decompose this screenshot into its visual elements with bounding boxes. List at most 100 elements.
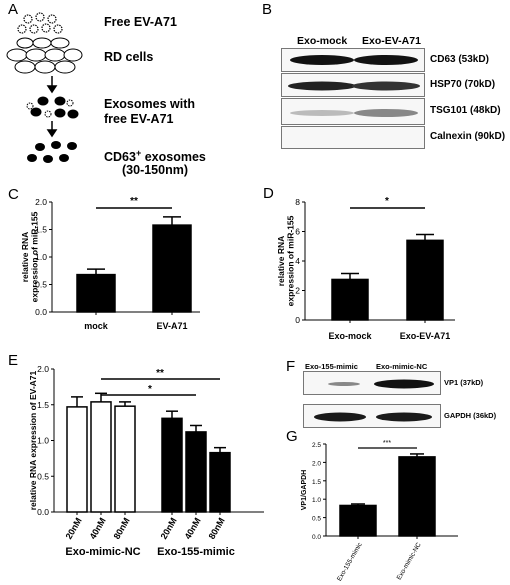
blot-f-band-gapdh [303,404,441,428]
blot-b-band-hsp70 [281,73,425,97]
y-tick-label: 0.5 [35,280,47,290]
chart-c: 0.0 0.5 1.0 1.5 2.0 relative RNAexpression of… [20,196,200,331]
size-range-label: (30-150nm) [122,163,188,177]
panel-letter-c: C [8,186,19,203]
y-tick-label: 8 [295,197,300,207]
y-tick-label: 4 [295,256,300,266]
bar [90,401,112,513]
blot-f-column-1: Exo-155-mimic [305,362,358,371]
y-tick-label: 2.5 [312,442,321,449]
y-tick-label: 0.0 [37,507,49,517]
y-axis-label: relative RNAexpression of miR-155 [276,215,296,306]
schematic-graphic [6,12,83,163]
y-tick-label: 1.0 [37,436,49,446]
significance-marker: ** [130,196,138,207]
y-tick-label: 0 [295,315,300,325]
cd63-exosomes-icon [27,141,77,163]
exosomes-line-2: free EV-A71 [104,112,174,126]
significance-marker: * [148,384,152,395]
group-label-155-mimic: Exo-155-mimic [157,546,235,558]
y-tick-label: 0.5 [312,516,321,523]
y-tick-label: 2.0 [312,460,321,467]
rd-cells-label: RD cells [104,50,154,64]
x-tick-label: EV-A71 [156,321,187,331]
x-tick-label: 80nM [207,516,227,541]
free-virus-label: Free EV-A71 [104,15,177,29]
x-tick-label: mock [84,321,109,331]
y-tick-label: 2.0 [37,364,49,374]
x-tick-label: Exo-mock [328,331,372,341]
x-tick-label: 40nM [88,516,108,541]
y-tick-label: 2.0 [35,197,47,207]
bar [161,417,183,513]
y-axis-label-line: relative RNA [20,232,30,283]
x-tick-label: Exo-EV-A71 [400,331,451,341]
y-axis-label-line: relative RNA [276,236,286,287]
y-tick-label: 1.0 [312,497,321,504]
y-tick-label: 1.5 [35,225,47,235]
bar [209,451,231,513]
bar [114,405,136,513]
significance-marker: ** [156,368,164,379]
x-tick-label: 20nM [159,516,179,541]
cd63-superscript: + [135,148,142,158]
y-tick-label: 0.0 [312,534,321,541]
panel-letter-d: D [263,185,274,202]
panel-letter-f: F [286,358,296,375]
significance-marker: * [385,196,389,207]
group-label-mimic-nc: Exo-mimic-NC [65,546,140,558]
blot-b-band-calnexin [281,126,425,149]
chart-d: 0 2 4 6 8 relative RNAexpression of miR-155 Ex… [276,196,455,341]
cd63-suffix: exosomes [141,150,206,165]
blot-b-band-cd63 [281,48,425,72]
x-tick-label: 40nM [183,516,203,541]
blot-f-label-gapdh: GAPDH (36kD) [444,411,497,420]
y-axis-label-line: expression of miR-155 [30,211,40,302]
arrow-down-icon [46,121,58,138]
y-tick-label: 1.0 [35,252,47,262]
significance-marker: *** [383,440,391,447]
y-tick-label: 0.5 [37,471,49,481]
x-tick-label: 80nM [112,516,132,541]
chart-g: 0.0 0.5 1.0 1.5 2.0 2.5 VP1/GAPDH Exo-155-mimic… [301,440,458,583]
exosomes-label: Exosomes with free EV-A71 [104,97,195,127]
panel-letter-e: E [8,352,19,369]
blot-b-label-calnexin: Calnexin (90kD) [430,131,506,142]
bar [331,278,369,321]
bar [152,224,192,313]
y-axis-label-line: expression of miR-155 [286,215,296,306]
y-tick-label: 2 [295,286,300,296]
y-tick-label: 1.5 [312,479,321,486]
blot-f-band-vp1 [303,371,441,395]
blot-b-band-tsg101 [281,98,425,125]
panel-letter-b: B [262,1,273,18]
blot-b-label-tsg101: TSG101 (48kD) [430,105,501,116]
exosomes-with-virus-icon [26,96,79,119]
bar [398,456,436,537]
bar [66,406,88,513]
blot-b-label-hsp70: HSP70 (70kD) [430,79,496,90]
x-tick-label: Exo-155-mimic [336,541,364,583]
y-axis-label: VP1/GAPDH [301,470,308,510]
bar [185,431,207,513]
bar [76,273,116,313]
bar [406,239,444,321]
y-tick-label: 1.5 [37,400,49,410]
y-tick-label: 6 [295,227,300,237]
x-tick-label: Exo-mimic-NC [396,541,423,581]
blot-b-column-1: Exo-mock [297,35,348,47]
blot-f-label-vp1: VP1 (37kD) [444,378,484,387]
rd-cells-icon [6,37,83,74]
blot-f-column-2: Exo-mimic-NC [376,362,428,371]
blot-b-label-cd63: CD63 (53kD) [430,54,489,65]
y-axis-label: relative RNA expression of EV-A71 [28,370,38,510]
cd63-exosomes-label: CD63+ exosomes [104,146,206,165]
exosomes-line-1: Exosomes with [104,97,195,111]
cd63-prefix: CD63 [104,150,136,165]
blot-b-column-2: Exo-EV-A71 [362,35,421,47]
panel-letter-g: G [286,428,298,445]
y-tick-label: 0.0 [35,307,47,317]
arrow-down-icon [46,76,58,94]
x-tick-label: 20nM [64,516,84,541]
